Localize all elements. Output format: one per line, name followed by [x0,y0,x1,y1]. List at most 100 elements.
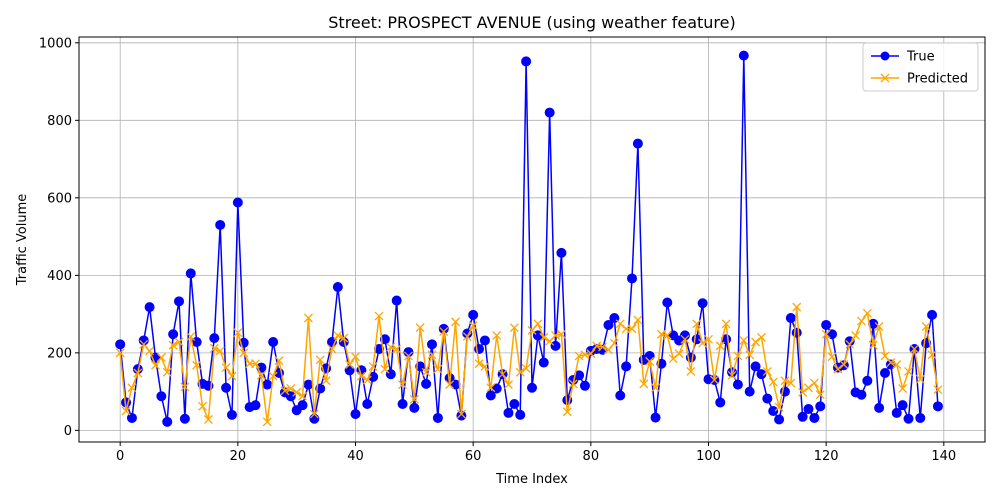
data-point-true [897,400,908,411]
data-point-predicted [233,328,243,338]
data-point-true [215,219,226,230]
data-point-true [344,365,355,376]
data-point-predicted [339,333,349,343]
data-point-true [603,319,614,330]
data-point-true [262,379,273,390]
data-point-true [615,390,626,401]
series-line-true [119,54,939,423]
data-point-true [856,389,867,400]
data-point-predicted [815,390,825,400]
data-point-predicted [333,330,343,340]
data-point-predicted [403,351,413,361]
x-tick-label: 0 [116,449,124,464]
data-point-predicted [892,360,902,369]
data-point-predicted [856,316,866,326]
data-point-true [556,247,567,258]
plot-frame [78,36,986,443]
data-point-predicted [562,407,572,417]
data-point-true [715,397,726,408]
data-point-predicted [121,406,131,416]
data-point-predicted [627,324,637,334]
data-point-predicted [680,334,690,344]
data-point-predicted [633,315,643,325]
data-point-predicted [798,387,808,397]
data-point-true [627,273,638,284]
x-tick-label: 120 [814,449,839,464]
data-point-predicted [398,380,408,390]
data-point-predicted [156,353,166,362]
y-tick-label: 1000 [39,36,72,51]
data-point-predicted [674,349,684,359]
data-point-predicted [321,376,331,386]
data-point-true [527,382,537,393]
data-point-predicted [486,383,496,393]
data-point-true [503,407,514,418]
data-point-predicted [386,342,396,352]
data-point-true [738,50,749,61]
data-point-predicted [415,323,425,333]
y-tick-label: 0 [64,424,72,439]
data-point-true [579,380,590,391]
data-point-true [768,405,779,416]
axes: 0 20 40 60 80 100 120 140 0 200 400 600 800 1000 [39,36,956,464]
data-point-predicted [262,417,272,427]
data-point-predicted [862,308,872,318]
legend-label-predicted: Predicted [907,72,968,87]
data-point-true [791,327,802,338]
data-point-true [126,412,137,423]
data-point-predicted [833,364,843,374]
data-point-predicted [421,367,431,377]
data-point-predicted [203,415,213,424]
data-point-predicted [151,360,160,370]
data-point-true [621,361,632,372]
data-point-true [809,412,820,423]
data-point-predicted [774,402,784,412]
data-point-predicted [662,330,672,340]
series-true [115,50,943,427]
data-point-predicted [362,375,372,385]
data-point-predicted [427,350,437,360]
data-point-predicted [839,360,849,369]
data-point-true [815,401,826,412]
x-tick-label: 100 [696,449,721,464]
data-point-true [468,309,479,320]
x-axis-title: Time Index [495,472,568,487]
data-point-true [209,333,220,344]
data-point-predicted [227,371,237,381]
data-point-true [515,409,526,420]
data-point-predicted [521,363,531,373]
data-point-true [179,413,190,424]
data-point-true [544,107,555,118]
data-point-predicted [809,378,819,388]
data-point-predicted [568,379,578,389]
data-point-predicted [209,343,219,353]
data-point-predicted [586,349,596,359]
data-point-true [156,391,167,402]
data-point-predicted [280,386,290,396]
data-point-predicted [715,341,725,351]
data-point-predicted [609,338,619,348]
data-point-predicted [898,384,908,393]
data-point-predicted [745,350,755,360]
data-point-true [479,335,490,346]
data-point-true [550,340,561,351]
data-point-true [538,357,549,368]
data-point-true [221,382,232,393]
data-point-predicted [651,383,661,393]
data-point-predicted [268,371,278,381]
data-point-predicted [827,352,837,362]
data-point-true [362,399,373,410]
data-point-true [797,411,808,422]
data-point-predicted [756,332,766,342]
data-point-predicted [127,383,137,393]
data-point-predicted [451,317,460,327]
data-point-predicted [921,322,931,331]
data-point-predicted [821,329,831,339]
data-point-true [309,413,320,424]
data-point-predicted [456,409,466,419]
data-point-true [932,401,943,412]
data-point-predicted [904,367,913,376]
data-point-predicted [474,359,484,369]
data-point-predicted [174,337,184,347]
data-point-predicted [251,359,260,369]
